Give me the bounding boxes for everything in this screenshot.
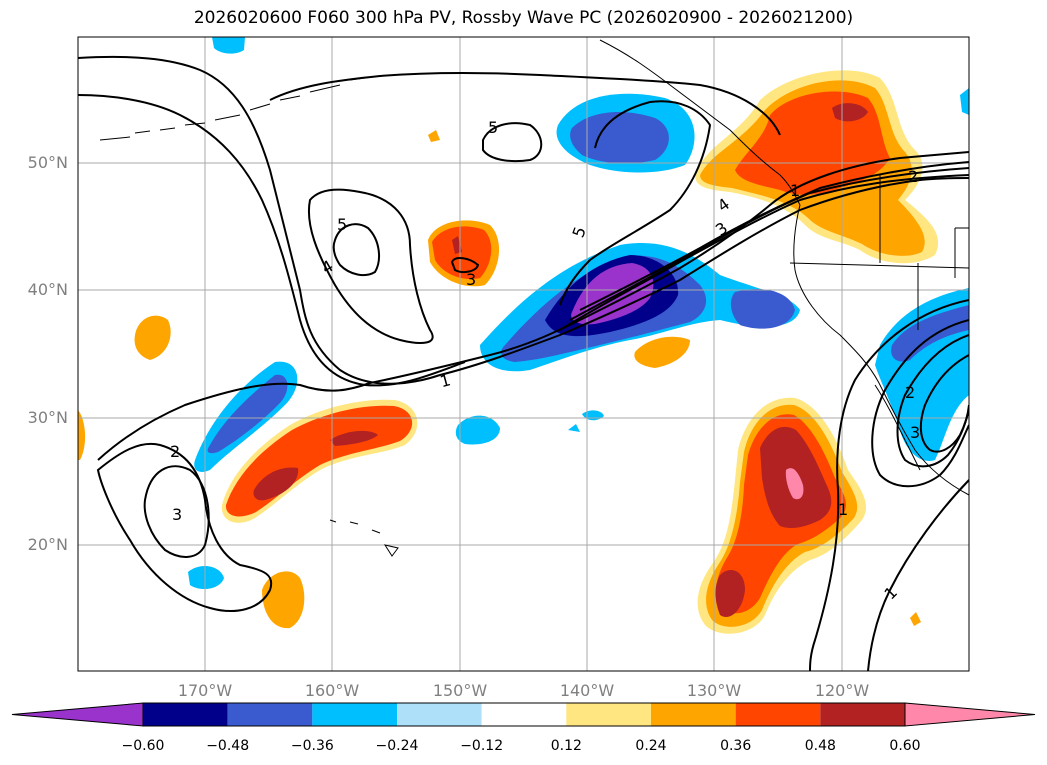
- lon-label-130w: 130°W: [686, 681, 742, 700]
- pv-negative-pacnw-edge: [960, 88, 969, 115]
- pv-positive-east-pacific-blob: [634, 336, 690, 368]
- pv-positive-canada-core: [832, 103, 868, 122]
- north-america-coast: [793, 204, 969, 496]
- pv-positive-central-pink: [785, 468, 804, 500]
- colorbar-segment: [820, 703, 905, 726]
- colorbar-tick-label: 0.36: [720, 738, 752, 754]
- contour-4: [308, 188, 434, 344]
- colorbar-segment: [143, 703, 228, 726]
- pv-contours: [78, 55, 969, 671]
- contour-jet-3: [559, 174, 969, 331]
- colorbar-tick-label: 0.60: [889, 738, 921, 754]
- colorbar-segment: [312, 703, 397, 726]
- contour-label: 2: [905, 383, 915, 402]
- contour-label: 1: [790, 181, 800, 200]
- contour-label: 1: [438, 370, 453, 391]
- canada-border: [789, 262, 969, 269]
- colorbar-tick-label: −0.48: [206, 738, 250, 754]
- contour-label: 3: [466, 270, 476, 289]
- colorbar-tick-label: −0.24: [375, 738, 419, 754]
- pv-positive-tiny-1: [428, 130, 440, 142]
- contour-east-outer: [867, 479, 969, 671]
- coastlines: [99, 39, 969, 557]
- contour-east-loop-1: [871, 319, 969, 488]
- contour-east-big: [809, 299, 969, 671]
- contour-label: 3: [910, 423, 920, 442]
- colorbar-outline: [142, 702, 906, 727]
- graticule: [78, 37, 969, 671]
- contour-label: 1: [838, 500, 848, 519]
- colorbar-segment: [227, 703, 313, 726]
- contour-label: 3: [172, 505, 182, 524]
- contour-label: 2: [170, 442, 180, 461]
- pv-positive-tiny-2: [910, 612, 921, 626]
- colorbar-tick-label: −0.60: [121, 738, 165, 754]
- map-frame: [77, 36, 970, 672]
- pv-negative-sw-streak-mid: [207, 374, 288, 454]
- pv-positive-edge-blob: [78, 410, 86, 460]
- alaska-coast: [599, 39, 801, 206]
- lon-label-150w: 150°W: [432, 681, 488, 700]
- pv-negative-small-145W: [568, 424, 580, 432]
- colorbar-segment: [397, 703, 482, 726]
- us-state-lines: [879, 175, 969, 330]
- colorbar-tick-label: −0.36: [290, 738, 334, 754]
- colorbar-tick-label: 0.48: [804, 738, 836, 754]
- contour-3-small-ridge: [450, 257, 480, 274]
- contour-2-main: [96, 442, 273, 612]
- colorbar-segment: [481, 703, 567, 726]
- colorbar-segment: [651, 703, 736, 726]
- contour-5-trough: [559, 100, 712, 306]
- pv-positive-south-blob: [262, 571, 305, 629]
- pv-negative-small-150W: [455, 415, 500, 445]
- lon-label-160w: 160°W: [304, 681, 360, 700]
- contour-label: 5: [337, 215, 347, 234]
- contour-3-small: [143, 465, 210, 558]
- pv-negative-north-edge: [212, 37, 245, 54]
- contour-label: 2: [908, 167, 918, 186]
- contour-5-north: [482, 122, 543, 163]
- lon-label-120w: 120°W: [814, 681, 870, 700]
- contour-5-ridge: [269, 71, 781, 136]
- lat-label-50: 50°N: [27, 153, 68, 172]
- pv-positive-subtropical-core2: [330, 430, 378, 446]
- pv-negative-north-blob-mid: [570, 112, 669, 164]
- pv-negative-east-blob: [730, 289, 795, 329]
- contour-1-main: [97, 151, 969, 461]
- contour-upper-flow-b: [78, 94, 466, 387]
- contour-east-loop-2: [896, 334, 969, 468]
- pv-positive-subtropical-core: [253, 467, 299, 501]
- pv-positive-small-ridge-red: [432, 226, 492, 280]
- lat-label-30: 30°N: [27, 408, 68, 427]
- colorbar-segment: [566, 703, 651, 726]
- colorbar-extend-max: [904, 702, 1036, 727]
- contour-jet-2: [579, 161, 969, 311]
- pv-positive-south-darkred: [715, 570, 745, 618]
- contour-5-west: [332, 223, 381, 277]
- lat-label-20: 20°N: [27, 535, 68, 554]
- contour-east-loop-3: [919, 354, 969, 453]
- pv-negative-sw-tail: [188, 566, 224, 590]
- pv-negative-california-mid: [891, 305, 969, 362]
- contour-upper-flow-a: [78, 55, 969, 385]
- colorbar-extend-min: [11, 702, 144, 727]
- lon-label-140w: 140°W: [559, 681, 615, 700]
- lat-label-40: 40°N: [27, 280, 68, 299]
- colorbar: [11, 702, 1036, 727]
- lon-label-170w: 170°W: [177, 681, 233, 700]
- contour-label: 5: [488, 118, 498, 137]
- colorbar-segment: [735, 703, 821, 726]
- baja-peninsula: [874, 384, 921, 471]
- map-title: 2026020600 F060 300 hPa PV, Rossby Wave …: [193, 8, 854, 28]
- colorbar-tick-label: −0.12: [460, 738, 504, 754]
- hawaii-islands: [329, 519, 399, 557]
- colorbar-tick-label: 0.12: [550, 738, 582, 754]
- colorbar-tick-label: 0.24: [635, 738, 667, 754]
- pv-positive-west-blob: [134, 315, 171, 360]
